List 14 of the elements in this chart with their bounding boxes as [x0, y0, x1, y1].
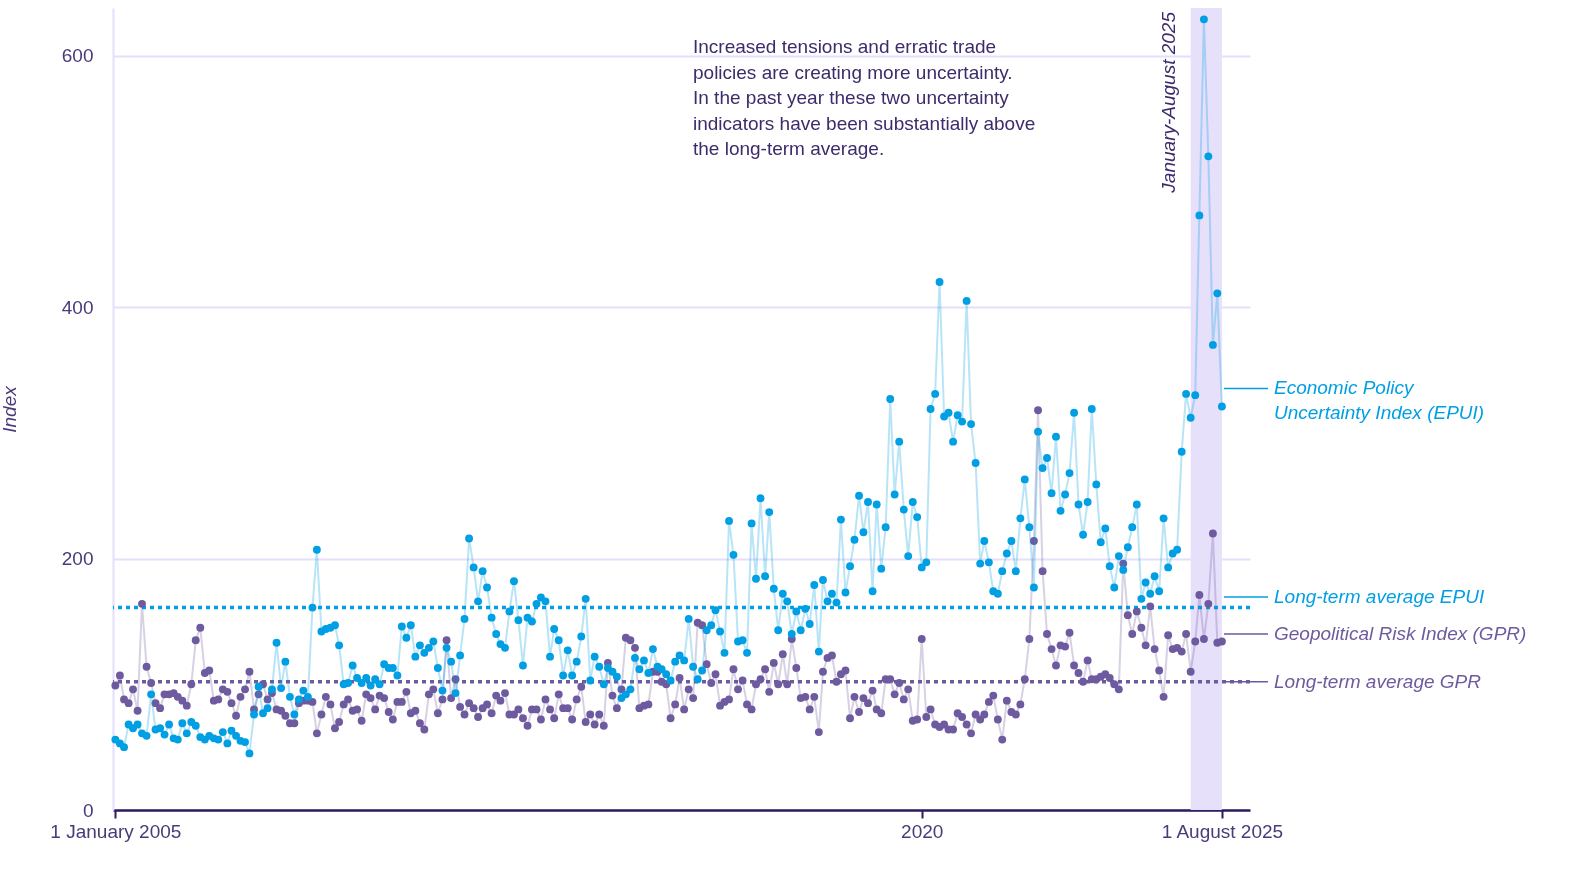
y-axis-title: Index	[0, 384, 20, 433]
annotation: Increased tensions and erratic trade policies are creating more uncertainty. In the past year these two uncertainty indicators have been substantially above the long-term average.	[693, 36, 1036, 159]
ref-line-label: Long-term average EPUI	[1274, 586, 1485, 608]
x-tick-label: 2020	[901, 820, 944, 842]
x-tick-label: 1 January 2005	[50, 820, 182, 842]
y-tick-label: 0	[82, 799, 94, 821]
band-label: January-August 2025	[1157, 11, 1179, 194]
legend-label: Geopolitical Risk Index (GPR)	[1274, 623, 1527, 645]
legend-label: Economic Policy Uncertainty Index (EPUI)	[1274, 377, 1485, 424]
y-tick-label: 200	[61, 548, 94, 570]
y-tick-label: 600	[61, 45, 94, 67]
ref-line-label: Long-term average GPR	[1274, 670, 1482, 692]
y-tick-label: 400	[61, 296, 94, 318]
x-tick-label: 1 August 2025	[1161, 820, 1284, 842]
